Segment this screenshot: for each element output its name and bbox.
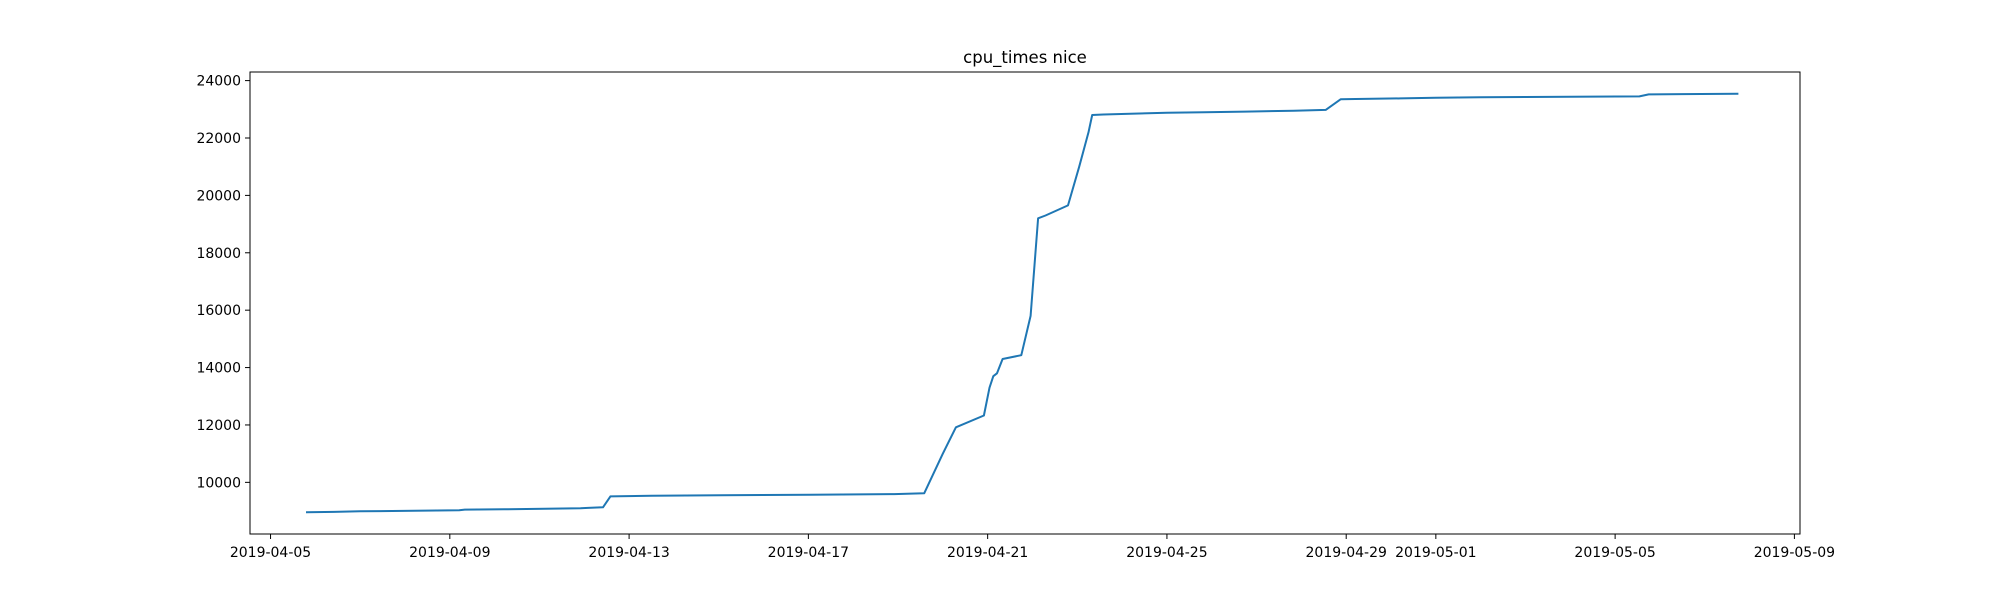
- chart-title: cpu_times nice: [963, 48, 1087, 68]
- x-axis: 2019-04-05 2019-04-09 2019-04-13 2019-04-17…: [230, 534, 1835, 561]
- x-tick-label: 2019-04-29: [1306, 545, 1387, 561]
- y-tick-label: 10000: [196, 475, 241, 491]
- x-tick-label: 2019-04-25: [1126, 545, 1207, 561]
- x-tick-label: 2019-05-01: [1395, 545, 1476, 561]
- y-tick-label: 20000: [196, 188, 241, 204]
- y-tick-label: 16000: [196, 303, 241, 319]
- x-tick-label: 2019-04-05: [230, 545, 311, 561]
- y-axis: 10000 12000 14000 16000 18000 20000 22000 24000: [196, 74, 250, 491]
- x-tick-label: 2019-05-05: [1574, 545, 1655, 561]
- plot-area: [305, 92, 1739, 514]
- y-tick-label: 24000: [196, 74, 241, 90]
- x-tick-label: 2019-04-17: [768, 545, 849, 561]
- x-tick-label: 2019-04-21: [947, 545, 1028, 561]
- y-tick-label: 22000: [196, 131, 241, 147]
- series-line: [305, 92, 1739, 514]
- x-tick-label: 2019-04-09: [409, 545, 490, 561]
- y-tick-label: 12000: [196, 418, 241, 434]
- y-tick-label: 18000: [196, 246, 241, 262]
- y-tick-label: 14000: [196, 361, 241, 377]
- x-tick-label: 2019-04-13: [588, 545, 669, 561]
- x-tick-label: 2019-05-09: [1754, 545, 1835, 561]
- plot-frame: [249, 71, 1801, 535]
